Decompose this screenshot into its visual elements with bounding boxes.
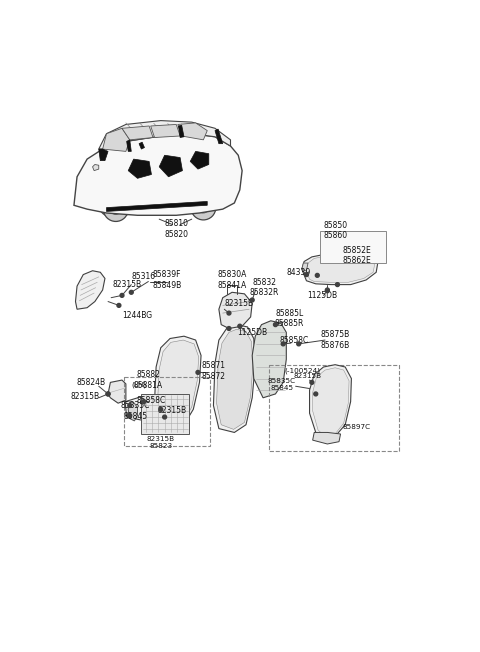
Text: 85858C: 85858C	[279, 336, 309, 344]
Polygon shape	[178, 123, 207, 140]
Polygon shape	[93, 164, 99, 171]
Polygon shape	[139, 142, 144, 149]
Circle shape	[227, 311, 231, 315]
Circle shape	[128, 413, 132, 417]
Circle shape	[130, 290, 133, 294]
Circle shape	[103, 197, 128, 222]
Polygon shape	[155, 336, 201, 428]
Polygon shape	[151, 125, 180, 138]
Polygon shape	[216, 329, 253, 430]
Polygon shape	[99, 121, 230, 149]
Text: 1244BG: 1244BG	[122, 311, 153, 320]
Circle shape	[106, 392, 110, 396]
Bar	[142, 394, 190, 434]
Circle shape	[274, 323, 277, 327]
Text: 85810
85820: 85810 85820	[164, 220, 188, 239]
Text: 85316: 85316	[132, 273, 156, 282]
Text: (LH): (LH)	[132, 381, 146, 388]
Text: 85875B
85876B: 85875B 85876B	[321, 331, 350, 349]
Text: 85897C: 85897C	[343, 424, 371, 430]
Polygon shape	[74, 134, 242, 215]
Text: 82315B: 82315B	[70, 392, 99, 401]
Text: 85871
85872: 85871 85872	[202, 361, 226, 381]
Polygon shape	[252, 321, 286, 398]
Polygon shape	[127, 140, 132, 151]
Polygon shape	[312, 368, 349, 436]
Bar	[269, 364, 399, 451]
Text: 82315B: 82315B	[294, 373, 322, 379]
Text: 82315B: 82315B	[147, 436, 175, 441]
Text: 85824B: 85824B	[76, 378, 106, 387]
Circle shape	[142, 400, 145, 404]
Circle shape	[250, 298, 254, 302]
Polygon shape	[214, 325, 255, 432]
Text: 85885L
85885R: 85885L 85885R	[275, 309, 304, 328]
Circle shape	[325, 289, 329, 293]
Text: 85850
85860: 85850 85860	[324, 221, 348, 241]
Text: 82315B: 82315B	[224, 299, 253, 308]
Circle shape	[106, 392, 110, 396]
Circle shape	[304, 273, 308, 276]
Circle shape	[325, 288, 329, 292]
Polygon shape	[99, 149, 108, 160]
Circle shape	[163, 415, 167, 419]
Circle shape	[315, 273, 319, 277]
Text: 82315B: 82315B	[158, 406, 187, 415]
Circle shape	[227, 327, 231, 331]
Polygon shape	[310, 364, 351, 438]
Text: 85823: 85823	[149, 443, 172, 449]
Circle shape	[117, 303, 121, 307]
Polygon shape	[302, 252, 378, 285]
Circle shape	[198, 202, 209, 213]
Polygon shape	[312, 432, 340, 444]
Polygon shape	[103, 128, 130, 151]
Text: 84339: 84339	[287, 268, 311, 277]
Circle shape	[297, 342, 300, 346]
Polygon shape	[75, 271, 105, 309]
Circle shape	[110, 203, 121, 215]
Polygon shape	[215, 129, 223, 143]
Circle shape	[336, 283, 339, 286]
Text: 85835C
85845: 85835C 85845	[120, 401, 150, 421]
Bar	[320, 231, 385, 263]
Circle shape	[281, 342, 285, 346]
Text: 85882
85881A: 85882 85881A	[134, 370, 163, 390]
Polygon shape	[302, 263, 308, 271]
Circle shape	[191, 196, 216, 220]
Polygon shape	[128, 402, 137, 421]
Polygon shape	[125, 396, 162, 421]
Circle shape	[314, 392, 318, 396]
Polygon shape	[190, 151, 209, 169]
Circle shape	[128, 404, 132, 408]
Text: 85858C: 85858C	[137, 396, 166, 405]
Polygon shape	[128, 159, 152, 179]
Text: 85839F
85849B: 85839F 85849B	[152, 271, 181, 289]
Polygon shape	[340, 239, 364, 249]
Text: 85835C
85845: 85835C 85845	[267, 378, 296, 391]
Polygon shape	[122, 126, 153, 140]
Text: (-100524): (-100524)	[285, 368, 321, 374]
Text: 82315B: 82315B	[113, 280, 142, 289]
Text: 85852E
85862E: 85852E 85862E	[343, 246, 372, 265]
Polygon shape	[108, 380, 126, 403]
Bar	[123, 377, 210, 447]
Polygon shape	[159, 155, 182, 177]
Polygon shape	[219, 292, 252, 329]
Circle shape	[196, 370, 200, 374]
Circle shape	[310, 381, 314, 384]
Circle shape	[238, 324, 242, 328]
Circle shape	[159, 408, 163, 411]
Polygon shape	[157, 340, 199, 426]
Text: 1125DB: 1125DB	[307, 291, 337, 300]
Circle shape	[120, 293, 124, 297]
Polygon shape	[306, 254, 375, 282]
Text: 85830A
85841A: 85830A 85841A	[217, 271, 247, 289]
Polygon shape	[107, 201, 207, 211]
Text: 1125DB: 1125DB	[237, 328, 267, 337]
Polygon shape	[179, 125, 184, 138]
Text: 85832
85832R: 85832 85832R	[250, 278, 279, 297]
